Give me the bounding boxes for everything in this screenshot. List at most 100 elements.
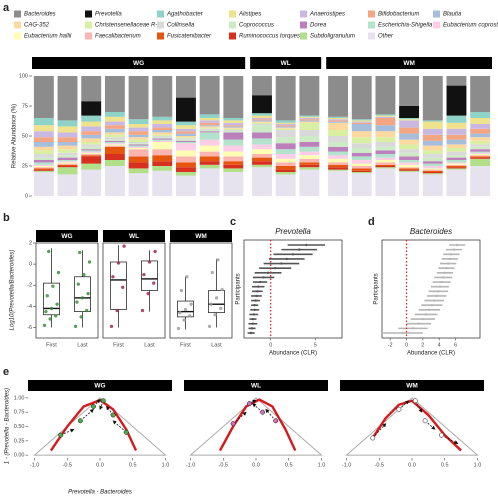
- data-point: [109, 324, 114, 329]
- bar-segment: [470, 76, 491, 112]
- panel-title: Bacteroides: [410, 227, 452, 236]
- bar-segment: [470, 124, 491, 129]
- bar-segment: [152, 142, 173, 150]
- bar-segment: [470, 133, 491, 138]
- start-point: [439, 432, 444, 438]
- bar-segment: [81, 146, 102, 150]
- bar-segment: [252, 115, 272, 118]
- bar-segment: [81, 121, 102, 127]
- data-point: [75, 300, 79, 304]
- bar-segment: [176, 136, 196, 138]
- data-point: [209, 302, 213, 306]
- x-tick-label: -1.0: [342, 462, 351, 468]
- y-axis-label: 1 - (Prevotella - Bacteroides): [5, 388, 11, 464]
- point-estimate: [266, 271, 270, 274]
- bar-segment: [351, 173, 372, 196]
- bar-segment: [275, 154, 296, 159]
- bar-segment: [152, 124, 173, 128]
- point-estimate: [435, 294, 438, 298]
- bar-segment: [422, 145, 443, 151]
- bar-segment: [152, 127, 173, 130]
- point-estimate: [446, 262, 450, 265]
- bar-segment: [223, 151, 244, 157]
- y-tick-label: 2: [29, 240, 32, 246]
- panel-frame: [102, 242, 166, 339]
- bar-segment: [446, 163, 467, 165]
- bar-segment: [104, 128, 125, 133]
- point-estimate: [411, 327, 415, 330]
- bar-segment: [128, 148, 149, 150]
- bar-segment: [57, 142, 78, 146]
- bar-segment: [81, 144, 102, 147]
- bar-segment: [152, 149, 173, 156]
- x-tick-label: 2: [421, 342, 424, 348]
- data-point: [182, 318, 186, 322]
- bar-segment: [223, 164, 244, 169]
- facet-strip: [326, 57, 492, 69]
- bar-segment: [446, 169, 467, 196]
- bar-segment: [275, 162, 296, 166]
- bar-segment: [33, 168, 54, 170]
- bar-segment: [328, 136, 348, 142]
- point-estimate: [417, 322, 420, 325]
- trajectory-arrow: [232, 411, 247, 424]
- bar-segment: [57, 162, 78, 164]
- bar-segment: [128, 76, 149, 120]
- bar-segment: [299, 119, 320, 121]
- bar-segment: [275, 124, 296, 126]
- x-tick-label: 1.0: [318, 462, 326, 468]
- data-point: [216, 258, 220, 262]
- bar-segment: [351, 120, 372, 122]
- x-tick-label: 0.5: [129, 462, 137, 468]
- bar-segment: [375, 115, 396, 117]
- bar-segment: [33, 118, 54, 126]
- bar-segment: [446, 155, 467, 158]
- data-point: [214, 296, 219, 300]
- bar-segment: [199, 161, 220, 165]
- bar-segment: [375, 146, 396, 151]
- bar-segment: [104, 154, 125, 160]
- facet-title: WL: [129, 233, 139, 240]
- facet-title: WM: [406, 383, 418, 390]
- bar-segment: [199, 76, 220, 115]
- bar-segment: [176, 143, 196, 151]
- bar-segment: [328, 167, 348, 170]
- bar-segment: [252, 161, 272, 165]
- bar-segment: [81, 156, 102, 164]
- bar-segment: [422, 169, 443, 171]
- bar-segment: [328, 146, 348, 152]
- legend-swatch: [368, 21, 375, 29]
- bar-segment: [57, 155, 78, 158]
- bar-segment: [470, 112, 491, 118]
- bar-segment: [252, 125, 272, 133]
- x-tick-label: 0: [405, 342, 408, 348]
- y-tick-label: 50: [22, 133, 28, 139]
- bar-segment: [81, 138, 102, 142]
- bar-segment: [328, 169, 348, 171]
- bar-segment: [33, 150, 54, 154]
- bar-segment: [299, 169, 320, 196]
- bar-segment: [299, 118, 320, 120]
- bar-segment: [470, 149, 491, 152]
- x-tick-label: 0.0: [408, 462, 416, 468]
- bar-segment: [128, 173, 149, 196]
- bar-segment: [223, 126, 244, 128]
- bar-segment: [57, 132, 78, 138]
- bar-segment: [375, 157, 396, 160]
- facet-strip: [184, 380, 328, 391]
- bar-segment: [57, 166, 78, 168]
- bar-segment: [422, 166, 443, 169]
- bar-segment: [128, 124, 149, 128]
- bar-segment: [351, 168, 372, 171]
- bar-segment: [299, 121, 320, 123]
- bar-segment: [375, 76, 396, 115]
- data-point: [153, 249, 157, 254]
- bar-segment: [81, 169, 102, 196]
- legend-swatch: [368, 10, 375, 18]
- bar-segment: [399, 106, 420, 118]
- y-tick-label: -2: [27, 283, 32, 289]
- bar-segment: [328, 164, 348, 168]
- bar-segment: [328, 155, 348, 159]
- bar-segment: [152, 138, 173, 140]
